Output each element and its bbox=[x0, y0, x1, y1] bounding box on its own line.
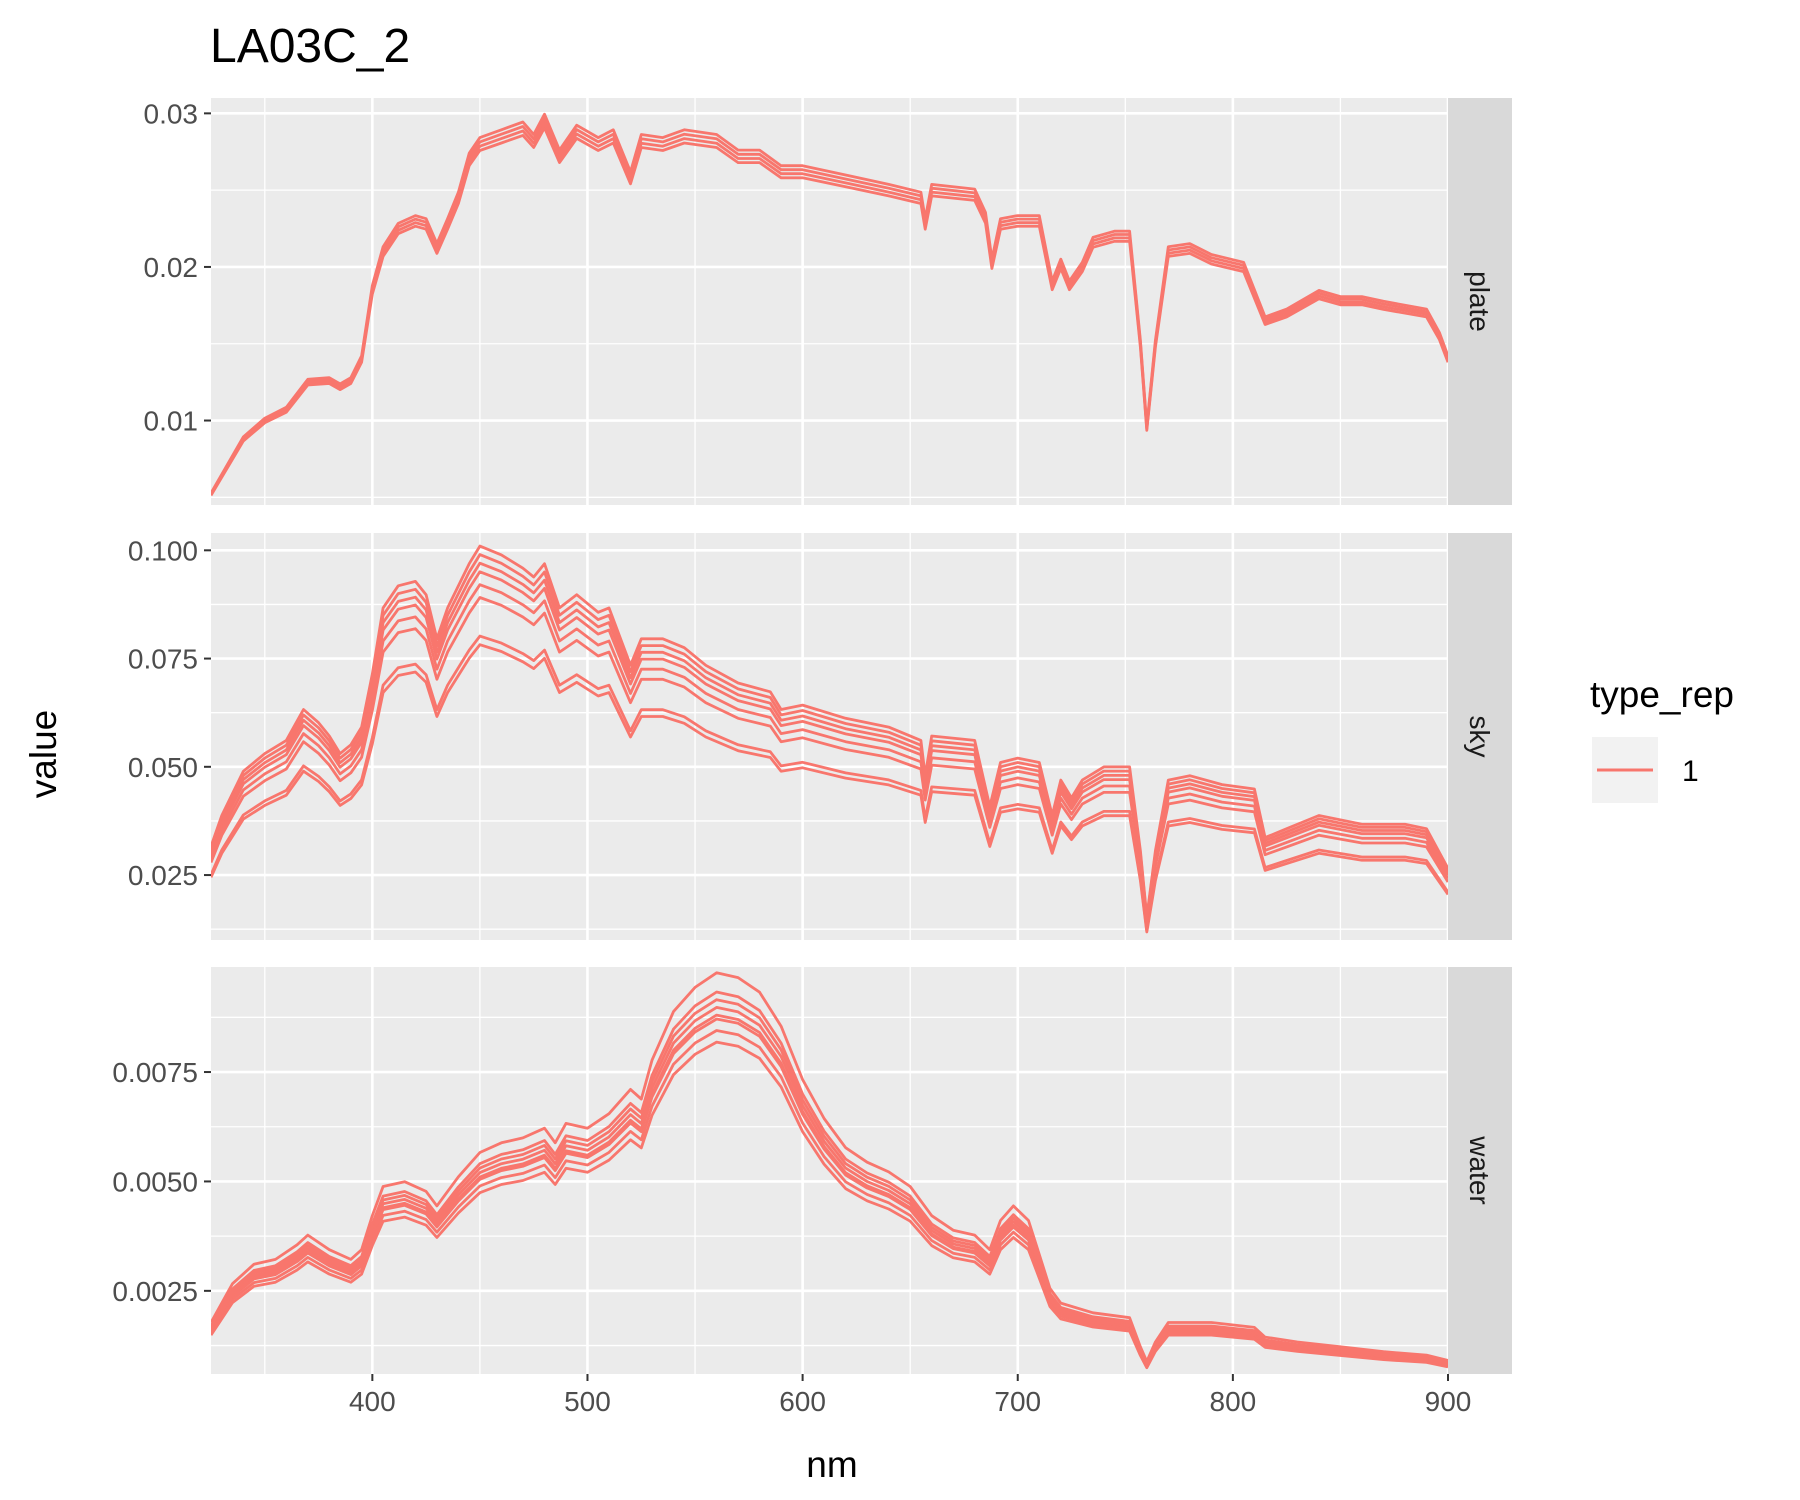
legend-entry-label: 1 bbox=[1682, 755, 1699, 788]
y-tick-label: 0.0075 bbox=[112, 1057, 198, 1088]
x-tick-label: 800 bbox=[1210, 1386, 1257, 1417]
facet-strip-label: plate bbox=[1464, 271, 1495, 332]
legend-title: type_rep bbox=[1590, 674, 1734, 715]
series-line-plate bbox=[211, 121, 1448, 496]
series-line-plate bbox=[211, 126, 1448, 497]
y-tick-label: 0.050 bbox=[128, 752, 198, 783]
y-tick-label: 0.02 bbox=[144, 252, 199, 283]
series-line-water bbox=[211, 971, 1448, 1363]
facet-panel-sky: 0.025 0.050 0.075 0.100 sky bbox=[128, 533, 1512, 940]
y-tick-label: 0.03 bbox=[144, 98, 199, 129]
x-tick-label: 900 bbox=[1425, 1386, 1472, 1417]
y-axis-title: value bbox=[23, 710, 64, 798]
x-axis: 400 500 600 700 800 900 bbox=[349, 1374, 1471, 1417]
series-lines bbox=[211, 544, 1448, 934]
chart-title: LA03C_2 bbox=[210, 20, 410, 73]
x-axis-title: nm bbox=[806, 1444, 857, 1485]
facet-strip bbox=[1448, 98, 1512, 505]
y-tick-label: 0.0025 bbox=[112, 1276, 198, 1307]
y-tick-label: 0.0050 bbox=[112, 1166, 198, 1197]
series-line-sky bbox=[211, 544, 1448, 919]
facet-strip bbox=[1448, 533, 1512, 940]
series-lines bbox=[211, 112, 1448, 497]
series-lines bbox=[211, 971, 1448, 1370]
x-tick-label: 700 bbox=[994, 1386, 1041, 1417]
facet-panels: 0.01 0.02 0.03 plate 0.025 0.050 0.075 0.100 sky… bbox=[112, 98, 1512, 1374]
x-tick-label: 500 bbox=[564, 1386, 611, 1417]
y-tick-label: 0.01 bbox=[144, 406, 199, 437]
series-line-sky bbox=[211, 634, 1448, 933]
legend: type_rep 1 bbox=[1590, 674, 1734, 803]
y-tick-label: 0.100 bbox=[128, 535, 198, 566]
y-tick-label: 0.025 bbox=[128, 860, 198, 891]
series-line-plate bbox=[211, 117, 1448, 495]
x-tick-label: 400 bbox=[349, 1386, 396, 1417]
facet-strip-label: water bbox=[1464, 1135, 1495, 1204]
facet-panel-water: 0.0025 0.0050 0.0075 water bbox=[112, 967, 1512, 1374]
panel-background bbox=[211, 98, 1448, 505]
series-line-plate bbox=[211, 112, 1448, 494]
facet-strip-label: sky bbox=[1464, 716, 1495, 758]
x-tick-label: 600 bbox=[779, 1386, 826, 1417]
facet-panel-plate: 0.01 0.02 0.03 plate bbox=[144, 98, 1512, 505]
facet-strip bbox=[1448, 967, 1512, 1374]
y-tick-label: 0.075 bbox=[128, 644, 198, 675]
